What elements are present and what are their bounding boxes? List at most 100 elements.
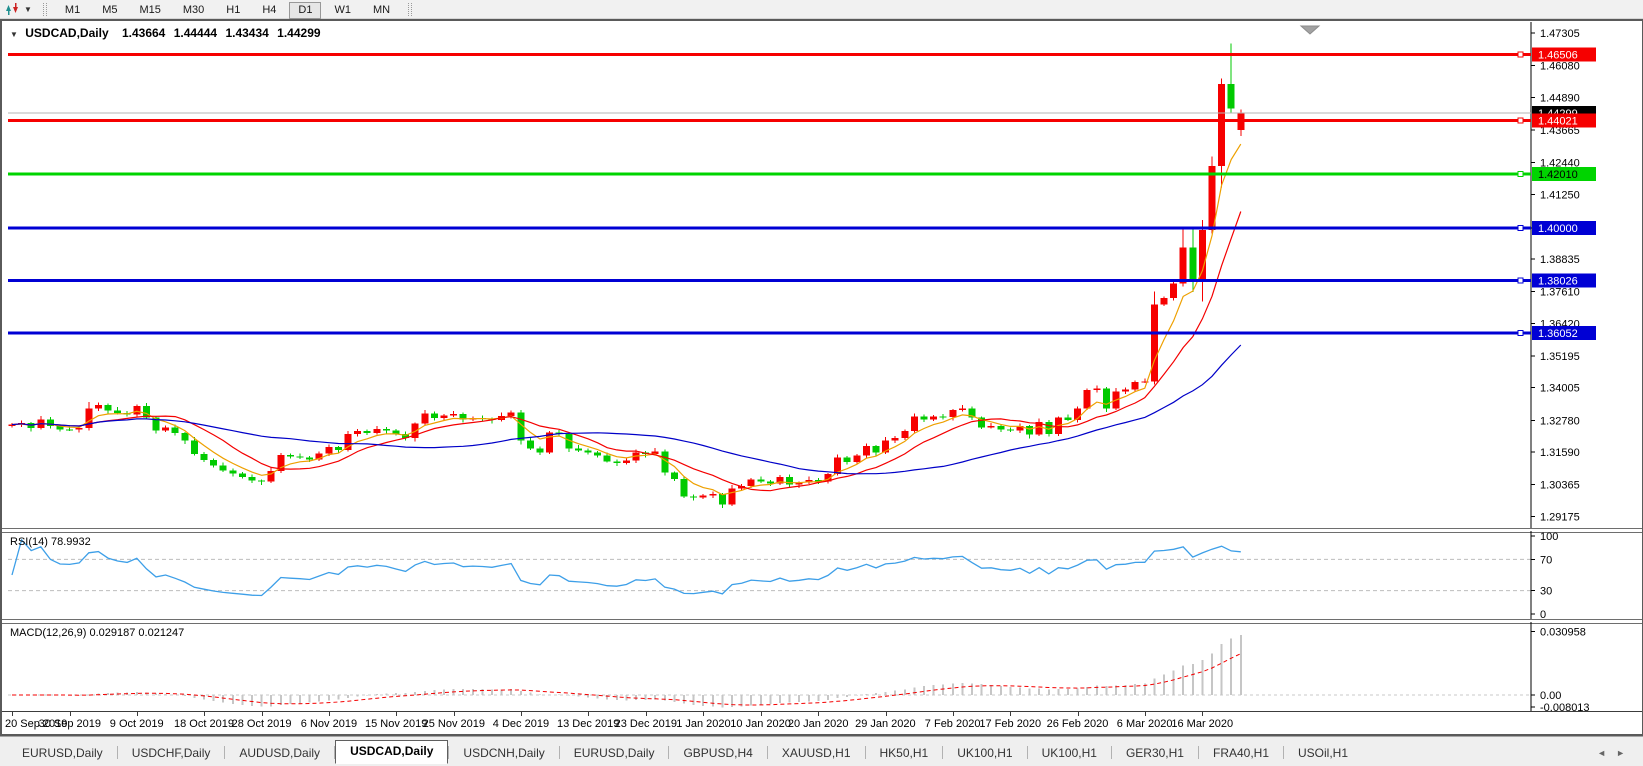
time-tick [703,712,705,716]
macd-axis-ticks: 0.030958 0.00-0.008013 [1531,627,1590,711]
chart-tab-bar: EURUSD,Daily USDCHF,Daily AUDUSD,Daily USDC… [0,736,1643,766]
price-badge-1.42010 [1532,167,1596,182]
window-frame-bottom [0,734,1643,736]
level-anchor-1.38026[interactable] [1517,277,1524,284]
time-tick [1077,712,1079,716]
pane-splitter-macd[interactable] [2,619,1642,624]
level-anchor-1.44021[interactable] [1517,117,1524,124]
time-label: 1 Jan 2020 [676,718,731,730]
indicators-icon[interactable] [4,2,22,16]
macd-label: MACD(12,26,9) 0.029187 0.021247 [10,627,185,639]
rsi-line [11,538,1241,597]
tab-scroll-left-icon[interactable]: ◄ [1597,748,1617,758]
svg-text:1.34005: 1.34005 [1540,383,1580,395]
toolbar-separator [42,2,47,16]
timeframe-w1[interactable]: W1 [325,2,360,19]
time-tick [588,712,589,716]
tab-usoil-h1[interactable]: USOil,H1 [1298,746,1349,760]
time-tick [1010,712,1012,716]
title-collapse-caret-icon[interactable]: ▼ [10,30,18,39]
toolbar: ▼ M1 M5 M15 M30 H1 H4 D1 W1 MN [0,0,1643,19]
horizontal-level-lines[interactable] [8,51,1531,337]
toolbar-separator-2 [408,2,413,16]
time-label: 13 Dec 2019 [557,718,620,730]
tab-separator [224,746,226,759]
tab-separator [864,746,866,759]
time-label: 10 Jan 2020 [730,718,791,730]
macd-pane-svg[interactable]: 0.030958 0.00-0.008013 [0,622,1643,711]
toolbar-dropdown-caret-icon[interactable]: ▼ [24,4,32,14]
tab-separator [448,746,450,759]
tab-ger30-h1[interactable]: GER30,H1 [1125,746,1184,760]
tab-separator [942,746,944,759]
time-label: 15 Nov 2019 [365,718,428,730]
time-tick [69,712,71,716]
timeframe-m30[interactable]: M30 [174,2,213,19]
tab-fra40-h1[interactable]: FRA40,H1 [1212,746,1270,760]
svg-text:1.42440: 1.42440 [1540,158,1580,170]
candlesticks [8,43,1245,509]
svg-text:1.40000: 1.40000 [1538,223,1578,235]
svg-text:70: 70 [1540,554,1552,566]
rsi-pane-svg[interactable]: 100 70 30 0 [0,531,1643,619]
timeframe-m5[interactable]: M5 [93,2,126,19]
tab-xauusd-h1[interactable]: XAUUSD,H1 [781,746,851,760]
tab-audusd-daily[interactable]: AUDUSD,Daily [239,746,321,760]
time-tick [261,712,263,716]
timeframe-d1[interactable]: D1 [289,1,322,19]
svg-text:100: 100 [1540,531,1558,543]
time-tick [1202,712,1204,716]
level-anchor-1.42010[interactable] [1517,171,1524,178]
tab-separator [1197,746,1199,759]
pane-splitter-rsi[interactable] [2,528,1642,533]
tab-separator [116,746,118,759]
svg-text:1.41250: 1.41250 [1540,189,1580,201]
tab-usdcad-daily[interactable]: USDCAD,Daily [335,740,449,764]
tab-hk50-h1[interactable]: HK50,H1 [879,746,929,760]
price-pane-svg[interactable]: 1.47305 1.46080 1.44890 1.43665 1.42440 1.412… [0,22,1643,528]
level-anchor-1.40000[interactable] [1517,224,1524,231]
level-anchor-1.46506[interactable] [1517,51,1524,58]
svg-text:1.44890: 1.44890 [1540,92,1580,104]
time-label: 28 Oct 2019 [231,718,292,730]
time-label: 16 Mar 2020 [1171,718,1234,730]
time-label: 4 Dec 2019 [492,718,550,730]
svg-text:1.30365: 1.30365 [1540,480,1580,492]
tab-usdchf-daily[interactable]: USDCHF,Daily [131,746,211,760]
tab-scroll-right-icon[interactable]: ► [1616,748,1635,758]
timeframe-m1[interactable]: M1 [56,2,89,19]
chart-symbol-period: USDCAD,Daily [25,26,109,40]
svg-text:30: 30 [1540,586,1552,598]
level-anchor-1.36052[interactable] [1517,330,1524,337]
time-tick [520,712,522,716]
time-axis[interactable]: 20 Sep 2019 30 Sep 2019 9 Oct 2019 18 Oct 2… [2,711,1642,734]
ohlc-low: 1.43434 [225,26,269,40]
tab-eurusd-daily[interactable]: EURUSD,Daily [22,746,103,760]
tab-separator [1283,746,1285,759]
time-tick [396,712,397,716]
svg-text:1.42010: 1.42010 [1538,169,1578,181]
tab-uk100-h1[interactable]: UK100,H1 [1041,746,1097,760]
window-frame-top [0,19,1643,21]
timeframe-h1[interactable]: H1 [217,2,249,19]
timeframe-h4[interactable]: H4 [253,2,285,19]
time-tick [818,712,820,716]
macd-signal-line [12,653,1242,706]
time-tick [952,712,954,716]
time-tick [204,712,205,716]
tab-separator [1026,746,1028,759]
window-frame-left [0,19,2,734]
time-tick [645,712,647,716]
timeframe-buttons: M1 M5 M15 M30 H1 H4 D1 W1 MN [54,0,401,19]
tab-uk100-h1[interactable]: UK100,H1 [957,746,1013,760]
chart-shift-marker-icon[interactable] [1299,25,1321,35]
tab-eurusd-daily[interactable]: EURUSD,Daily [573,746,655,760]
timeframe-m15[interactable]: M15 [130,2,169,19]
tab-usdcnh-daily[interactable]: USDCNH,Daily [463,746,545,760]
timeframe-mn[interactable]: MN [364,2,399,19]
chart-title[interactable]: ▼ USDCAD,Daily 1.43664 1.44444 1.43434 1… [10,26,326,40]
time-tick [453,712,455,716]
tab-gbpusd-h4[interactable]: GBPUSD,H4 [683,746,753,760]
time-tick [760,712,762,716]
price-badge-1.40000 [1532,220,1596,235]
